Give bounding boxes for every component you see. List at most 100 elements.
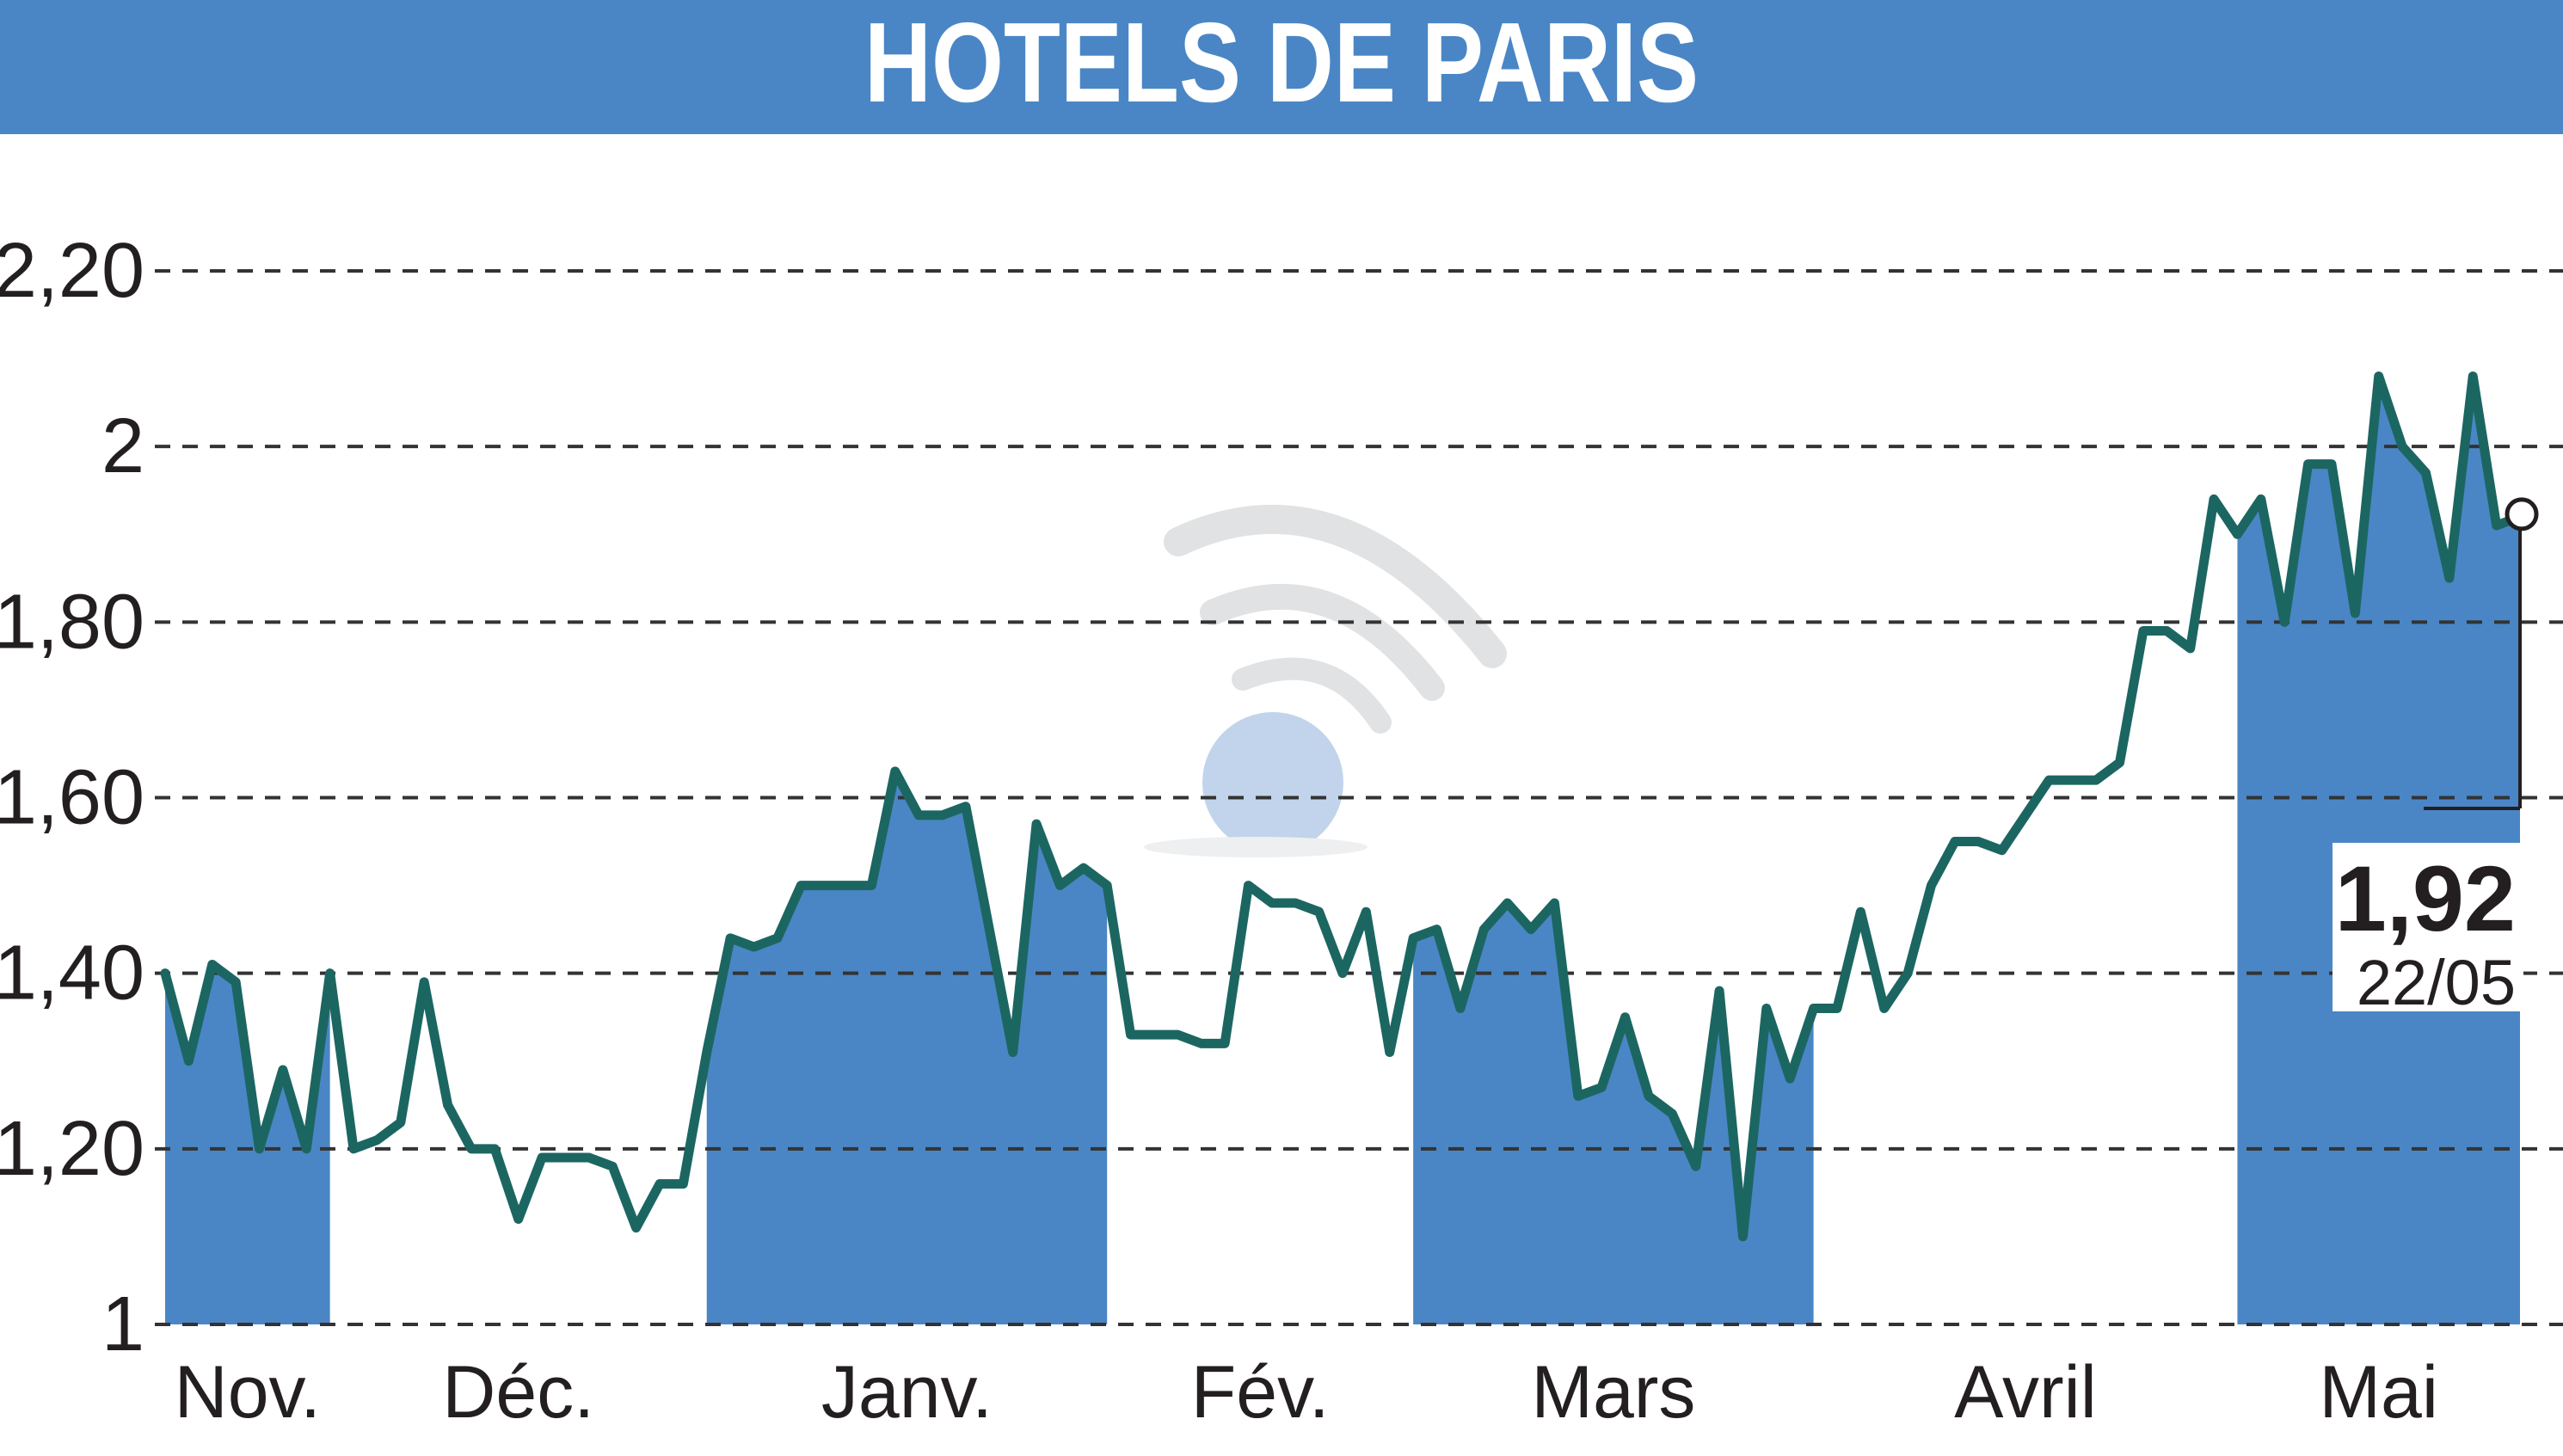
x-tick-label: Fév. (1191, 1351, 1330, 1434)
chart-title: HOTELS DE PARIS (864, 0, 1699, 126)
data-point (2047, 778, 2050, 782)
data-point (1200, 1041, 1203, 1045)
data-point (1058, 884, 1061, 888)
data-point (941, 814, 944, 817)
data-point (1930, 884, 1933, 888)
data-point (1364, 910, 1368, 913)
data-point (1388, 1051, 1392, 1054)
y-tick-label: 1 (101, 1281, 144, 1367)
data-point (352, 1147, 355, 1151)
data-point (1506, 901, 1509, 905)
data-point (304, 1147, 308, 1151)
data-point (799, 884, 802, 888)
data-point (1035, 822, 1038, 826)
data-point (399, 1121, 403, 1124)
y-tick-label: 1,20 (0, 1106, 144, 1192)
data-point (917, 814, 920, 817)
data-point (987, 928, 991, 931)
data-point (1341, 972, 1344, 975)
data-point (1152, 1033, 1156, 1036)
data-point (2330, 463, 2333, 466)
data-point (1883, 1007, 1886, 1010)
last-date: 22/05 (2357, 947, 2516, 1018)
data-point (540, 1156, 544, 1159)
y-tick-label: 1,80 (0, 579, 144, 665)
data-point (329, 972, 332, 975)
data-point (964, 805, 968, 808)
data-point (1318, 910, 1321, 913)
data-point (1577, 1095, 1580, 1098)
header-bar (0, 0, 2563, 134)
data-point (446, 1103, 450, 1107)
data-point (187, 1060, 190, 1063)
data-point (1647, 1095, 1650, 1098)
data-point (1176, 1033, 1179, 1036)
data-point (493, 1147, 496, 1151)
data-point (281, 1068, 285, 1072)
data-point (823, 884, 827, 888)
data-point (1223, 1041, 1226, 1045)
data-point (1624, 1016, 1627, 1019)
data-point (1435, 928, 1439, 931)
y-tick-label: 1,40 (0, 931, 144, 1017)
data-point (1529, 928, 1533, 931)
x-tick-label: Déc. (442, 1351, 594, 1434)
data-point (1670, 1112, 1674, 1115)
data-point (728, 937, 732, 940)
data-point (894, 770, 897, 773)
data-point (846, 884, 850, 888)
data-point (2001, 849, 2004, 852)
data-point (1129, 1033, 1133, 1036)
watermark-logo (1144, 504, 1507, 857)
data-point (2283, 620, 2286, 624)
data-point (375, 1139, 378, 1142)
data-point (1552, 901, 1556, 905)
data-point (2259, 497, 2263, 501)
data-point (2471, 375, 2474, 378)
data-point (1976, 840, 1980, 844)
data-point (658, 1183, 661, 1186)
data-point (2094, 778, 2098, 782)
x-tick-label: Janv. (821, 1351, 993, 1434)
x-tick-label: Mai (2319, 1351, 2438, 1434)
last-value-callout: 1,92 22/05 (2333, 497, 2539, 1018)
data-point (1788, 1077, 1792, 1080)
data-point (470, 1147, 473, 1151)
last-value: 1,92 (2335, 846, 2516, 950)
data-point (1812, 1007, 1816, 1010)
data-point (870, 884, 873, 888)
data-point (1741, 1235, 1744, 1238)
data-point (1411, 937, 1415, 940)
month-band-janv (706, 771, 1108, 1324)
data-point (1082, 866, 1085, 869)
data-point (1859, 910, 1862, 913)
data-point (776, 937, 779, 940)
data-point (1906, 972, 1909, 975)
data-point (2400, 445, 2404, 448)
data-point (1835, 1007, 1839, 1010)
data-point (517, 1218, 520, 1220)
x-tick-label: Mars (1531, 1351, 1695, 1434)
data-point (2235, 532, 2239, 536)
y-axis-labels: 1 1,20 1,40 1,60 1,80 2 2,20 (0, 228, 144, 1367)
data-point (1459, 1007, 1462, 1010)
data-point (1718, 989, 1721, 992)
data-point (1600, 1085, 1603, 1089)
x-tick-label: Nov. (175, 1351, 321, 1434)
data-point (681, 1183, 685, 1186)
price-series (160, 372, 2525, 1242)
callout-box (2333, 843, 2523, 1011)
data-point (1294, 901, 1297, 905)
data-point (2142, 630, 2145, 633)
data-point (2024, 814, 2027, 817)
data-point (1953, 840, 1957, 844)
data-point (2071, 778, 2074, 782)
data-point (2118, 761, 2122, 765)
data-point (611, 1164, 614, 1168)
data-point (234, 980, 237, 984)
data-point (2307, 463, 2310, 466)
data-point (705, 1051, 709, 1054)
y-tick-label: 1,60 (0, 755, 144, 841)
data-point (1482, 928, 1485, 931)
